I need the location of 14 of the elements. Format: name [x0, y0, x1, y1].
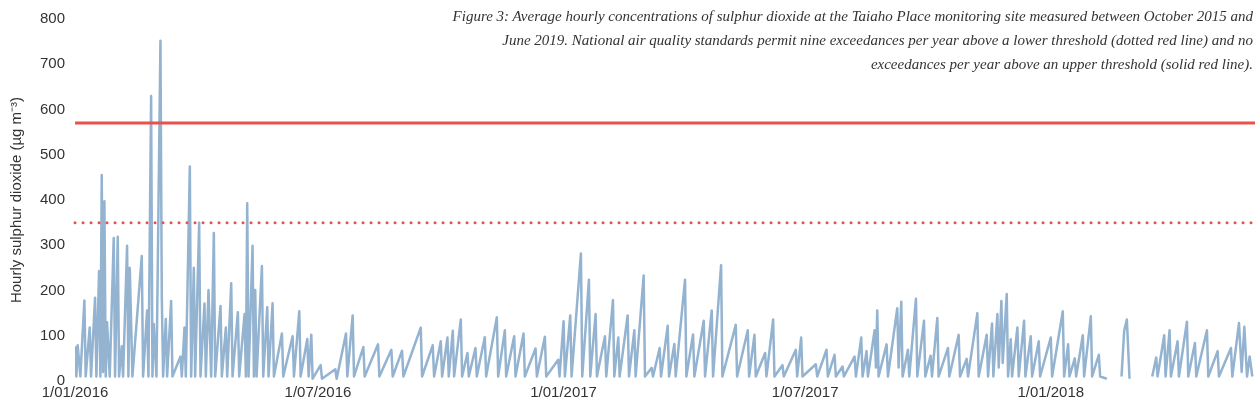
x-tick-label: 1/07/2017	[771, 383, 839, 401]
y-tick-label: 600	[40, 99, 66, 117]
x-tick-label: 1/01/2018	[1017, 383, 1085, 401]
y-tick-label: 100	[40, 325, 66, 343]
text: Figure 3: Average hourly concentrations of sulphur dioxide at the Taiaho Place monitoring site measured between October 2015 and June 2019. National air quality standards permit nine exceedances per year above a lower threshold (dotted red line) and no exceedances per year above an upper threshold (solid red line).	[451, 7, 1253, 74]
x-tick-label: 1/07/2016	[284, 383, 352, 401]
x-tick-label: 1/01/2017	[530, 383, 597, 401]
y-tick-label: 300	[40, 235, 66, 253]
y-tick-label: 400	[40, 190, 66, 208]
y-tick-label: 800	[40, 9, 66, 27]
y-tick-label: 200	[40, 280, 66, 298]
y-axis-title: Hourly sulphur dioxide (µg m⁻³)	[7, 96, 25, 304]
y-tick-label: 700	[40, 54, 66, 72]
y-tick-label: 500	[40, 144, 66, 162]
